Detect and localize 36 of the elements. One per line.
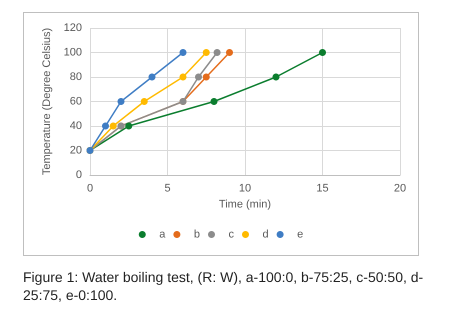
point (210, 98, 218, 105)
y-tick-label: 80 (70, 71, 82, 83)
y-tick-label: 40 (70, 120, 82, 132)
point (180, 74, 186, 80)
y-axis-title: Temperature (Degree Celsius) (41, 28, 54, 176)
legend-label: a (159, 228, 166, 240)
point (180, 49, 186, 56)
point (214, 49, 221, 56)
legend-label: c (228, 228, 234, 240)
point (195, 74, 202, 80)
point (148, 74, 156, 80)
point (125, 122, 132, 130)
y-tick-label: 120 (64, 22, 82, 34)
caption: Figure 1: Water boiling test, (R: W), a-100:0, b-75:25, c-50:50, d-25:75, e-0:100. (23, 268, 424, 304)
legend-label: e (297, 228, 304, 240)
x-tick-label: 20 (394, 182, 406, 194)
x-tick-label: 5 (164, 182, 171, 194)
point (118, 98, 124, 105)
x-tick-label: 0 (86, 182, 94, 194)
y-tick-label: 100 (64, 46, 82, 58)
point (319, 49, 326, 56)
point (226, 49, 233, 56)
x-tick-label: 15 (316, 182, 329, 194)
point (272, 74, 280, 80)
point (102, 122, 109, 130)
x-axis-title: Time (min) (218, 198, 272, 210)
y-tick-label: 60 (70, 96, 82, 108)
y-tick-label: 20 (70, 144, 82, 156)
legend-label: d (262, 228, 269, 240)
x-tick-label: 10 (238, 182, 252, 194)
point (110, 122, 117, 130)
y-tick-label: 0 (76, 169, 82, 181)
point (202, 49, 210, 56)
legend-label: b (194, 228, 200, 240)
point (202, 74, 210, 80)
point (140, 98, 148, 105)
